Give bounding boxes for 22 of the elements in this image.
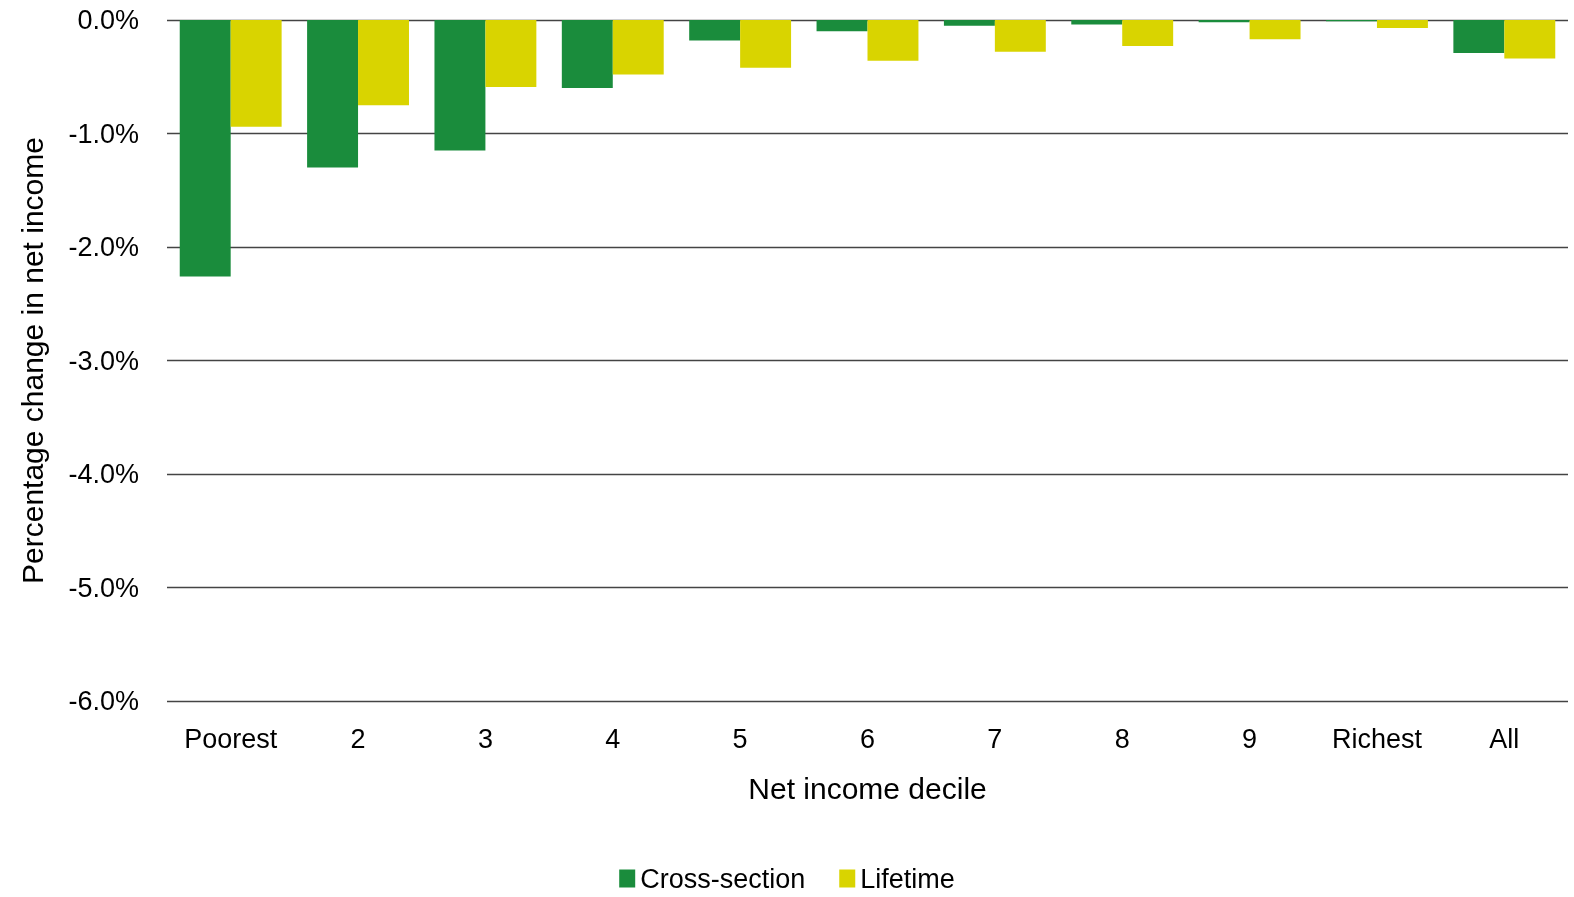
y-tick-label: -1.0% bbox=[68, 118, 139, 149]
y-tick-label: -5.0% bbox=[68, 572, 139, 603]
x-tick-label: 2 bbox=[350, 723, 366, 754]
x-tick-label: 3 bbox=[477, 723, 493, 754]
y-tick-label: -6.0% bbox=[68, 686, 139, 716]
x-tick-label: Richest bbox=[1331, 723, 1423, 754]
y-tick-label: -3.0% bbox=[68, 345, 139, 376]
y-axis-title: Percentage change in net income bbox=[15, 137, 49, 584]
x-axis-title: Net income decile bbox=[748, 771, 987, 805]
legend-label: Lifetime bbox=[860, 863, 955, 894]
x-tick-label: 5 bbox=[732, 723, 748, 754]
x-tick-label: 8 bbox=[1114, 723, 1130, 754]
y-tick-label: -2.0% bbox=[68, 232, 139, 262]
legend-label: Cross-section bbox=[640, 863, 806, 894]
x-tick-label: 6 bbox=[859, 723, 876, 754]
x-tick-label: All bbox=[1489, 723, 1520, 754]
y-tick-label: 0.0% bbox=[77, 5, 139, 35]
y-tick-label: -4.0% bbox=[68, 459, 139, 489]
x-tick-label: 4 bbox=[605, 723, 621, 754]
x-tick-label: 7 bbox=[987, 723, 1003, 754]
x-tick-label: 9 bbox=[1242, 723, 1258, 754]
x-tick-label: Poorest bbox=[184, 723, 278, 754]
